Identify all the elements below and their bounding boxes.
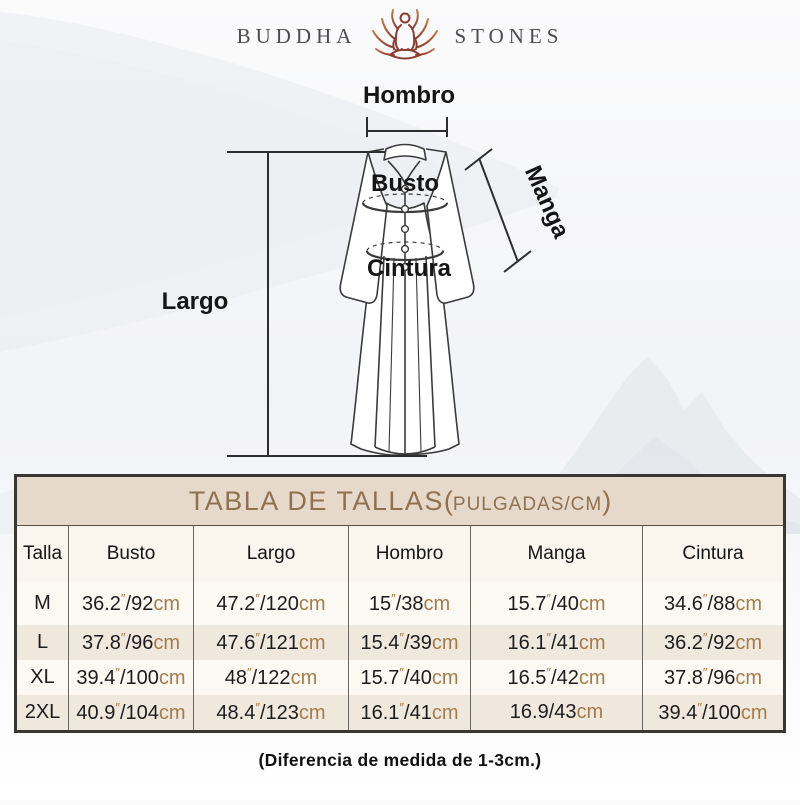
dress-measurement-diagram: Hombro Busto Cintura Largo Manga xyxy=(0,64,800,479)
size-row-M: M 36.2″/92cm 47.2″/120cm 15″/38cm 15.7″/40cm… xyxy=(17,582,783,625)
column-header-talla: Talla xyxy=(17,526,69,582)
measurement-cell: 39.4″/100cm xyxy=(658,700,768,724)
size-cell: 2XL xyxy=(17,695,69,730)
measurement-cell: 39.4″/100cm xyxy=(69,660,194,695)
measurement-cell: 36.2″/92cm xyxy=(69,582,194,625)
column-header-largo: Largo xyxy=(194,526,349,582)
label-manga: Manga xyxy=(519,162,575,243)
lotus-meditation-icon xyxy=(370,5,440,68)
measurement-cell: 15″/38cm xyxy=(349,582,471,625)
label-busto: Busto xyxy=(371,170,439,197)
column-header-hombro: Hombro xyxy=(349,526,471,582)
measurement-cell: 16.1″/41cm xyxy=(349,695,471,730)
dimension-lines xyxy=(227,117,532,457)
table-body: M 36.2″/92cm 47.2″/120cm 15″/38cm 15.7″/40cm… xyxy=(17,582,783,730)
dress-drawing xyxy=(339,143,475,456)
table-title: TABLA DE TALLAS(PULGADAS/CM) xyxy=(17,477,783,526)
size-row-L: L 37.8″/96cm 47.6″/121cm 15.4″/39cm 16.1″/41… xyxy=(17,625,783,660)
label-hombro: Hombro xyxy=(363,82,455,109)
column-header-cintura: Cintura xyxy=(682,543,744,564)
measurement-cell: 40.9″/104cm xyxy=(69,695,194,730)
measurement-cell: 37.8″/96cm xyxy=(69,625,194,660)
label-cintura: Cintura xyxy=(367,255,452,282)
size-cell: XL xyxy=(17,660,69,695)
brand-name-right: STONES xyxy=(454,23,564,48)
measurement-cell: 48″/122cm xyxy=(194,660,349,695)
size-row-XL: XL 39.4″/100cm 48″/122cm 15.7″/40cm 16.5″/42… xyxy=(17,660,783,695)
measurement-cell: 16.9/43cm xyxy=(471,695,643,730)
label-largo: Largo xyxy=(162,288,229,315)
size-table: TABLA DE TALLAS(PULGADAS/CM) Talla Busto L… xyxy=(14,474,786,733)
measurement-cell: 48.4″/123cm xyxy=(194,695,349,730)
table-title-units: PULGADAS/CM xyxy=(452,494,603,515)
measure-tolerance-note: (Diferencia de medida de 1-3cm.) xyxy=(258,750,542,770)
brand-logo: BUDDHA xyxy=(0,4,800,68)
measurement-cell: 16.1″/41cm xyxy=(471,625,643,660)
measurement-cell: 36.2″/92cm xyxy=(663,630,763,654)
column-header-busto: Busto xyxy=(69,526,194,582)
measurement-cell: 15.7″/40cm xyxy=(471,582,643,625)
measurement-cell: 15.7″/40cm xyxy=(349,660,471,695)
column-header-manga: Manga xyxy=(471,526,643,582)
size-cell: M xyxy=(17,582,69,625)
table-header-row: Talla Busto Largo Hombro Manga Cintura xyxy=(17,526,783,582)
measurement-cell: 15.4″/39cm xyxy=(349,625,471,660)
size-cell: L xyxy=(17,625,69,660)
size-row-2XL: 2XL 40.9″/104cm 48.4″/123cm 16.1″/41cm 16.9/… xyxy=(17,695,783,730)
measurement-cell: 47.2″/120cm xyxy=(194,582,349,625)
brand-name-left: BUDDHA xyxy=(236,23,357,48)
measurement-cell: 37.8″/96cm xyxy=(663,665,763,689)
measurement-cell: 47.6″/121cm xyxy=(194,625,349,660)
table-title-main: TABLA DE TALLAS xyxy=(188,486,444,516)
measurement-cell: 16.5″/42cm xyxy=(471,660,643,695)
measurement-cell: 34.6″/88cm xyxy=(663,591,763,615)
